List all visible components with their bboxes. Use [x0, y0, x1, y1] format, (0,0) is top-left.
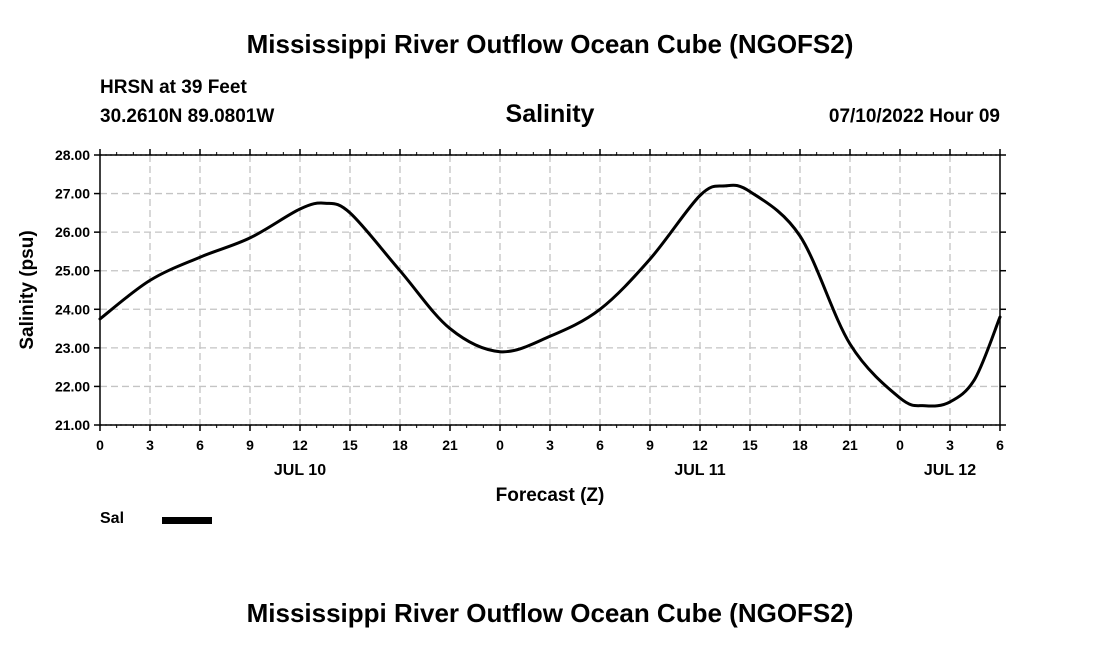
chart-title: Salinity — [505, 100, 595, 128]
x-tick-label: 6 — [196, 437, 204, 453]
y-tick-label: 27.00 — [55, 186, 90, 202]
x-tick-label: 9 — [246, 437, 254, 453]
y-tick-label: 21.00 — [55, 417, 90, 433]
station-label: HRSN at 39 Feet — [100, 77, 247, 98]
x-tick-label: 3 — [546, 437, 554, 453]
date-label: JUL 10 — [274, 462, 326, 479]
x-tick-label: 6 — [996, 437, 1004, 453]
y-tick-label: 25.00 — [55, 263, 90, 279]
forecast-datetime: 07/10/2022 Hour 09 — [828, 106, 1000, 127]
axis-ticks — [94, 149, 1006, 431]
salinity-series-line — [98, 183, 1002, 408]
date-label: JUL 11 — [674, 462, 725, 479]
x-tick-label: 3 — [946, 437, 954, 453]
x-tick-label: 0 — [96, 437, 104, 453]
x-tick-label: 21 — [442, 437, 458, 453]
y-axis-title: Salinity (psu) — [17, 230, 38, 349]
x-tick-label: 12 — [692, 437, 708, 453]
x-tick-label: 3 — [146, 437, 154, 453]
y-tick-label: 28.00 — [55, 147, 90, 163]
x-tick-label: 18 — [792, 437, 808, 453]
legend-swatch — [162, 517, 212, 524]
legend-label: Sal — [100, 510, 125, 527]
x-tick-label: 21 — [842, 437, 858, 453]
main-title: Mississippi River Outflow Ocean Cube (NG… — [246, 29, 854, 59]
x-tick-label: 18 — [392, 437, 408, 453]
axis-labels: 21.00 22.00 23.00 24.00 25.00 26.00 27.00 28.00… — [55, 147, 1004, 479]
date-label: JUL 12 — [924, 462, 976, 479]
y-tick-label: 26.00 — [55, 224, 90, 240]
x-tick-label: 9 — [646, 437, 654, 453]
footer-title: Mississippi River Outflow Ocean Cube (NG… — [246, 598, 854, 628]
x-tick-label: 0 — [896, 437, 904, 453]
x-axis-title: Forecast (Z) — [496, 485, 605, 506]
x-tick-label: 0 — [496, 437, 504, 453]
x-tick-label: 6 — [596, 437, 604, 453]
y-tick-label: 23.00 — [55, 340, 90, 356]
y-tick-label: 24.00 — [55, 301, 90, 317]
x-tick-label: 12 — [292, 437, 308, 453]
y-tick-label: 22.00 — [55, 378, 90, 394]
coordinates-label: 30.2610N 89.0801W — [100, 106, 275, 127]
x-tick-label: 15 — [342, 437, 358, 453]
x-tick-label: 15 — [742, 437, 758, 453]
grid-lines — [100, 154, 1000, 426]
